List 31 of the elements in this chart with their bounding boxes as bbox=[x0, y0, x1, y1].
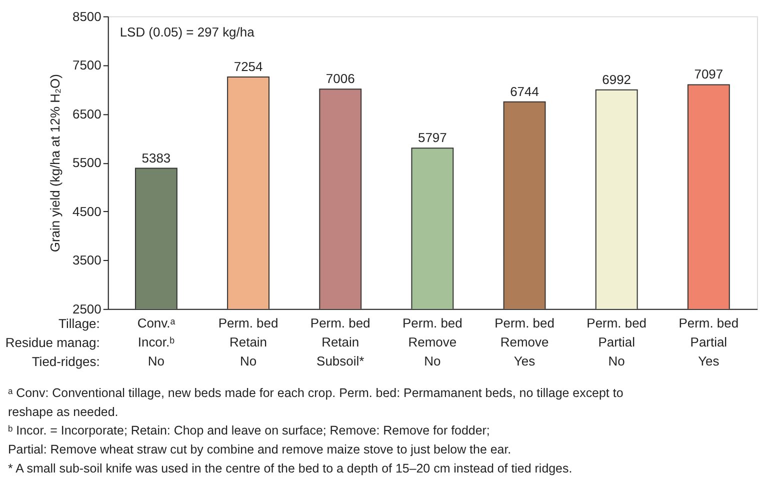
y-tick-label: 4500 bbox=[72, 204, 102, 219]
text: Tied-ridges: bbox=[32, 354, 100, 369]
text: Partial: Remove wheat straw cut by combine and remove maize stove to just below the ear. bbox=[8, 442, 512, 457]
x-tick-label: Perm. bed Partial No bbox=[586, 315, 647, 368]
text: Residue manag: bbox=[5, 334, 100, 350]
text: reshape as needed. bbox=[8, 404, 118, 419]
data-label: 7097 bbox=[694, 66, 724, 82]
x-tick-label: Perm. bed Remove Yes bbox=[494, 315, 554, 368]
data-label: 6992 bbox=[602, 72, 632, 87]
data-label: 5797 bbox=[418, 130, 447, 146]
y-tick-label: 3500 bbox=[72, 252, 102, 268]
x-tick-label: Perm. bed Remove No bbox=[402, 315, 462, 368]
text: * A small sub-soil knife was used in the centre of the bed to a depth of 15–20 cm instead of tied ridges. bbox=[8, 462, 572, 476]
y-tick-label: 7500 bbox=[72, 58, 102, 73]
data-label: 7006 bbox=[326, 71, 355, 86]
x-tick-label: Perm. bed Retain Subsoil* bbox=[310, 315, 370, 368]
x-tick-label: Conv.ᵃ Incor.ᵇ No bbox=[137, 315, 176, 368]
data-label: 6744 bbox=[510, 84, 539, 99]
data-label: 7254 bbox=[234, 59, 263, 74]
text: ᵃ Conv: Conventional tillage, new beds made for each crop. Perm. bed: Permamanent beds, no tillage except to bbox=[8, 386, 624, 400]
data-label: 5383 bbox=[142, 150, 171, 166]
x-tick-label: Perm. bed Retain No bbox=[218, 315, 278, 368]
y-tick-label: 2500 bbox=[72, 301, 102, 316]
annotation: LSD (0.05) = 297 kg/ha bbox=[120, 24, 256, 40]
text: ᵇ Incor. = Incorporate; Retain: Chop and leave on surface; Remove: Remove for fodder; bbox=[8, 424, 490, 438]
y-tick-label: 5500 bbox=[72, 155, 102, 170]
x-tick-label: Perm. bed Partial Yes bbox=[678, 315, 739, 368]
text: Tillage: bbox=[58, 316, 100, 331]
y-tick-label: 8500 bbox=[72, 8, 102, 24]
y-axis-title: Grain yield (kg/ha at 12% H₂O) bbox=[48, 74, 62, 252]
y-tick-label: 6500 bbox=[72, 106, 102, 122]
